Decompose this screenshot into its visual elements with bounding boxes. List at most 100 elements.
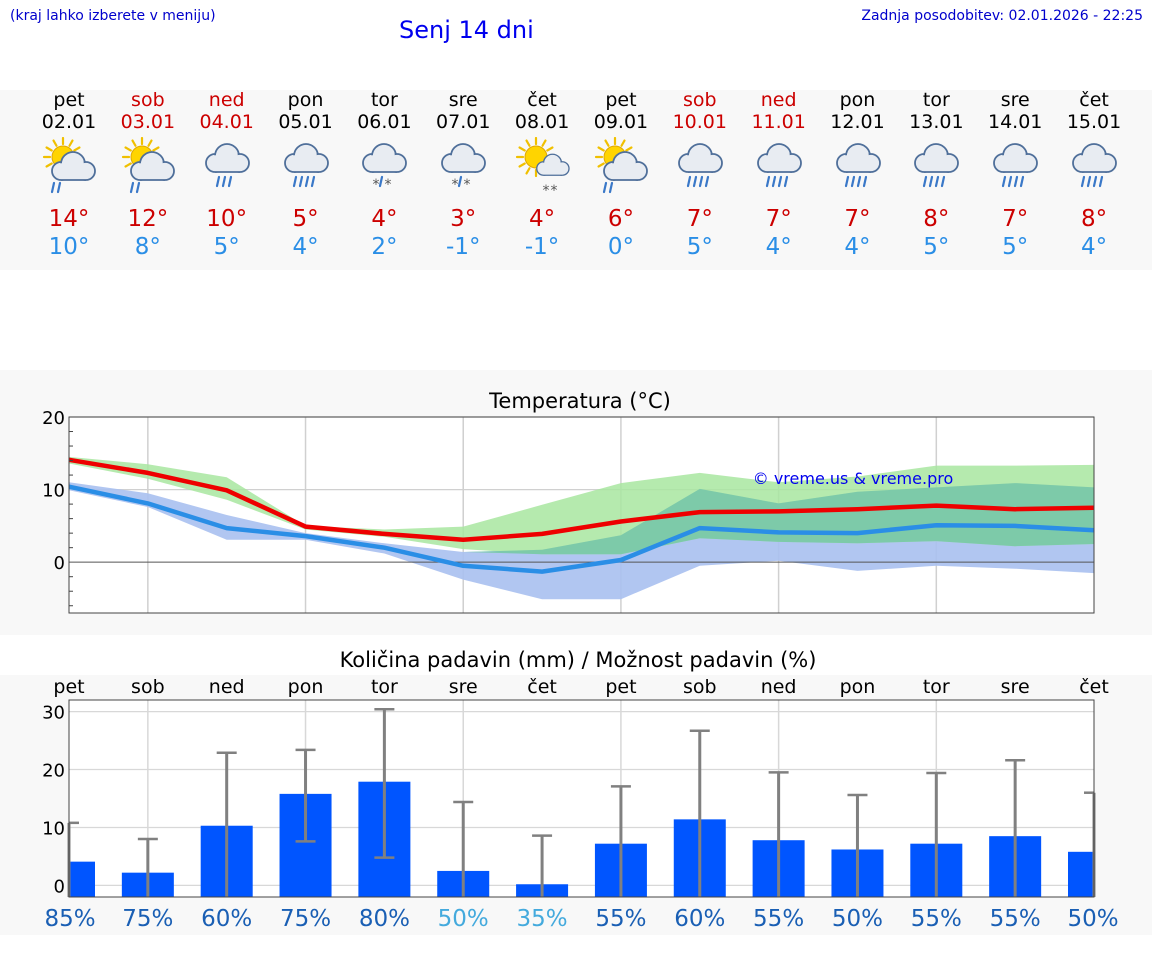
day-column: pon 12.01 7° 4°: [819, 89, 897, 261]
temp-max: 7°: [1002, 206, 1029, 232]
day-name: sob: [131, 89, 165, 111]
temp-min: -1°: [446, 234, 481, 260]
temp-min: 0°: [607, 234, 634, 260]
cloud-icon: [835, 143, 881, 173]
rain-icon: [292, 175, 315, 188]
cloud-heavy-rain-icon: [976, 137, 1054, 207]
daily-forecast-panel: [0, 90, 1152, 270]
precip-error-bar: [926, 771, 947, 897]
x-day-label: ned: [209, 676, 245, 698]
temp-max: 12°: [127, 206, 169, 232]
day-name: sob: [683, 89, 717, 111]
rain-icon: [602, 181, 614, 194]
cloud-icon: [362, 143, 408, 173]
snow-icon: * *: [543, 183, 558, 199]
cloud-icon: [51, 151, 96, 181]
cloud-rain-icon: [188, 137, 266, 207]
day-column: tor 13.01 8° 5°: [897, 89, 975, 261]
day-date: 03.01: [120, 111, 176, 133]
precip-probability: 75%: [122, 906, 173, 932]
cloud-icon: [129, 151, 175, 181]
max-temp-line: [68, 457, 1095, 542]
day-column: pet 09.01 6° 0°: [582, 89, 660, 261]
day-date: 12.01: [830, 111, 885, 133]
precip-error-bar: [374, 708, 395, 859]
cloud-icon: [914, 143, 960, 173]
svg-text:*: *: [452, 177, 459, 193]
temp-max: 4°: [371, 206, 398, 232]
day-name: pet: [605, 89, 637, 111]
watermark: © vreme.us & vreme.pro: [753, 469, 954, 488]
temp-max: 6°: [607, 206, 634, 232]
y-tick-label: 0: [54, 553, 65, 574]
cloud-sleet-icon: * *: [345, 137, 423, 207]
last-update: Zadnja posodobitev: 02.01.2026 - 22:25: [861, 8, 1143, 24]
precip-bar: [1068, 851, 1094, 897]
day-column: čet 15.01 8° 4°: [1055, 89, 1133, 261]
day-date: 09.01: [593, 111, 649, 133]
rain-icon: [1080, 175, 1104, 188]
cloud-icon: [1072, 143, 1117, 173]
sun-cloud-rain-icon: [109, 136, 187, 207]
day-date: 07.01: [436, 111, 491, 133]
precip-bar: [69, 861, 95, 897]
sun-cloud-rain-icon: [582, 136, 660, 207]
day-column: pet 02.01 14° 10°: [30, 89, 108, 261]
day-date: 10.01: [672, 111, 727, 133]
precip-error-bar: [610, 785, 631, 897]
region-hint[interactable]: (kraj lahko izberete v meniju): [10, 8, 216, 24]
x-day-label: pet: [53, 676, 84, 698]
temp-min: 5°: [923, 234, 950, 260]
precip-probability: 60%: [674, 906, 725, 932]
rain-icon: [50, 181, 62, 194]
precip-probability: 50%: [832, 906, 883, 932]
day-date: 14.01: [987, 111, 1043, 133]
temp-min: 8°: [134, 234, 161, 260]
precip-probability: 75%: [280, 906, 331, 932]
cloud-icon: [993, 143, 1039, 173]
svg-text:*: *: [385, 177, 392, 193]
y-tick-label: 20: [42, 408, 65, 429]
sleet-icon: * *: [373, 175, 392, 193]
cloud-icon: [756, 143, 802, 173]
svg-text:*: *: [551, 183, 558, 199]
temp-max: 7°: [686, 206, 713, 232]
x-day-label: pon: [288, 676, 324, 698]
min-temp-line: [68, 484, 1095, 574]
day-name: ned: [760, 89, 797, 111]
day-column: čet 08.01 * * 4° -1°: [503, 89, 581, 261]
day-name: pon: [287, 89, 324, 111]
rain-icon: [765, 175, 788, 188]
temp-min: 4°: [292, 234, 319, 260]
precip-probability: 50%: [1067, 906, 1118, 932]
day-column: ned 11.01 7° 4°: [740, 89, 818, 261]
temp-min: 4°: [1080, 234, 1108, 260]
precip-probability: 55%: [990, 906, 1041, 932]
cloud-heavy-rain-icon: [267, 137, 345, 207]
plot-border: [68, 699, 1095, 898]
precip-error-bar: [216, 751, 237, 897]
day-name: sre: [1000, 89, 1030, 111]
day-name: čet: [527, 89, 557, 111]
x-day-label: sob: [131, 676, 165, 698]
day-date: 04.01: [199, 111, 254, 133]
precip-probability: 80%: [359, 906, 410, 932]
x-day-label: tor: [923, 676, 950, 698]
y-tick-label: 20: [42, 761, 65, 782]
day-date: 02.01: [41, 111, 97, 133]
day-name: tor: [370, 89, 398, 111]
precip-probability: 60%: [201, 906, 252, 932]
x-day-label: pet: [605, 676, 636, 698]
precip-error-bar: [137, 837, 158, 897]
overlap-band: [69, 482, 1094, 555]
temp-max: 14°: [48, 206, 90, 232]
precip-error-bar: [453, 800, 474, 897]
x-day-label: ned: [761, 676, 797, 698]
chart-title: Količina padavin (mm) / Možnost padavin …: [340, 648, 817, 672]
cloud-heavy-rain-icon: [897, 137, 975, 207]
precip-error-bar: [295, 748, 316, 843]
day-name: čet: [1079, 89, 1109, 111]
temp-min: 5°: [686, 234, 713, 260]
precip-error-bar: [1005, 759, 1026, 897]
page-title: Senj 14 dni: [399, 16, 534, 44]
